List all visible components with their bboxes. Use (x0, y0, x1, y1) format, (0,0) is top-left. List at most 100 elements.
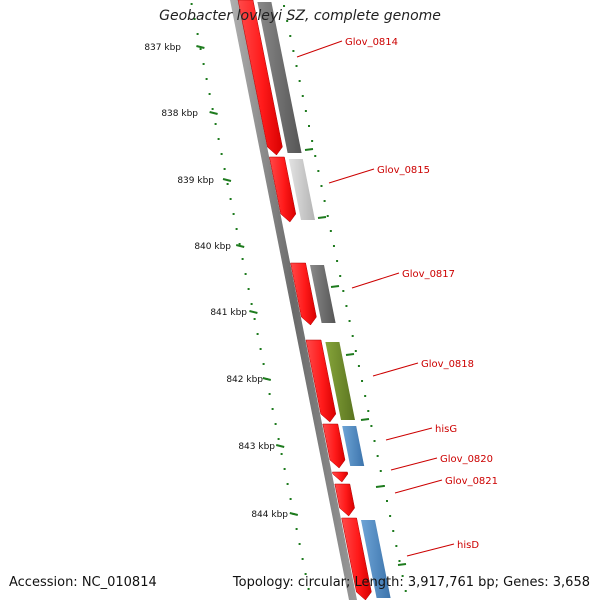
scale-dot (286, 483, 289, 485)
scale-dot (211, 108, 214, 110)
outer-tick (360, 418, 370, 421)
scale-dot (202, 63, 205, 65)
scale-tick (289, 512, 299, 516)
gene-features (237, 0, 391, 600)
outer-dot (336, 260, 339, 262)
outer-tick (317, 216, 327, 219)
scale-dot (235, 228, 238, 230)
outer-dot (404, 590, 407, 592)
scale-dot (304, 573, 307, 575)
outer-dot (389, 515, 392, 517)
scale-dot (193, 18, 196, 20)
outer-dot (292, 50, 295, 52)
scale-dot (307, 588, 310, 590)
gene-leader-line (390, 457, 438, 471)
gene-label: Glov_0815 (377, 165, 430, 176)
outer-dot (304, 110, 307, 112)
scale-tick (209, 111, 218, 115)
gene-label: Glov_0817 (402, 269, 455, 280)
outer-tick (304, 148, 314, 151)
scale-dot (199, 48, 202, 50)
map-title: Geobacter lovleyi SZ, complete genome (159, 8, 441, 24)
outer-tick (375, 485, 385, 488)
accession-text: Accession: NC_010814 (9, 575, 157, 590)
gene-labels: Glov_0814 Glov_0815 Glov_0817 Glov_0818 hisG… (296, 37, 498, 557)
outer-dot (348, 320, 351, 322)
scale-tick (196, 45, 205, 49)
outer-dot (289, 35, 292, 37)
gene-leader-line (406, 543, 455, 557)
outer-dot (401, 575, 404, 577)
scale-tick-label: 841 kbp (210, 308, 247, 318)
scale-dot (301, 558, 304, 560)
outer-dot (395, 545, 398, 547)
scale-dot (205, 78, 208, 80)
scale-dot (271, 408, 274, 410)
scale-tick-label: 838 kbp (161, 109, 198, 119)
cog-block (325, 342, 355, 420)
outer-dot (398, 560, 401, 562)
scale-tick (249, 310, 258, 314)
scale-dot (241, 258, 244, 260)
scale-dot (253, 318, 256, 320)
scale-tick (222, 178, 232, 182)
outer-dot (323, 200, 326, 202)
scale-ticks: 837 kbp 838 kbp 839 kbp 840 kbp 841 kbp 842 k… (144, 3, 310, 590)
scale-dot (295, 528, 298, 530)
scale-dot (238, 243, 241, 245)
outer-dot (326, 215, 329, 217)
cds-arrow (269, 156, 297, 223)
scale-dot (268, 393, 271, 395)
scale-dot (247, 288, 250, 290)
outer-dot (373, 440, 376, 442)
cog-block (310, 265, 336, 323)
scale-tick-label: 840 kbp (194, 242, 231, 252)
scale-dot (217, 138, 220, 140)
gene-leader-line (296, 40, 343, 58)
topology-info-text: Topology: circular; Length: 3,917,761 bp… (232, 575, 590, 590)
scale-dot (250, 303, 253, 305)
scale-dot (280, 453, 283, 455)
scale-dot (277, 438, 280, 440)
outer-dot (342, 290, 345, 292)
outer-dot (339, 275, 342, 277)
scale-tick (262, 377, 272, 381)
gene-label: Glov_0820 (440, 454, 493, 465)
outer-dot (314, 155, 317, 157)
outer-dot (354, 350, 357, 352)
outer-dot (386, 500, 388, 502)
outer-dot (367, 410, 370, 412)
cds-arrow (237, 0, 283, 156)
cds-arrow (334, 483, 355, 517)
outer-dot (301, 95, 304, 97)
scale-dot (244, 273, 247, 275)
cog-block (288, 159, 315, 220)
scale-dot (256, 333, 259, 335)
scale-dot (298, 543, 301, 545)
cog-block (257, 2, 302, 153)
outer-dot (392, 530, 395, 532)
outer-tick (330, 285, 340, 288)
cds-arrow (322, 423, 346, 469)
scale-dot (229, 198, 232, 200)
cds-arrow (341, 517, 372, 600)
gene-label: hisD (457, 540, 479, 551)
scale-tick-label: 843 kbp (238, 442, 275, 452)
scale-tick-label: 837 kbp (144, 43, 181, 53)
outer-dot (286, 20, 289, 22)
outer-dot (370, 425, 373, 427)
scale-dot (190, 3, 193, 5)
outer-dot (351, 335, 354, 337)
gene-leader-line (328, 168, 375, 184)
scale-dot (223, 168, 226, 170)
outer-dot (379, 470, 382, 472)
cds-arrow (290, 262, 317, 326)
gene-label: Glov_0821 (445, 476, 498, 487)
scale-tick-label: 839 kbp (177, 176, 214, 186)
gene-leader-line (372, 362, 419, 377)
outer-tick (397, 563, 407, 566)
outer-dot (332, 245, 335, 247)
gene-outer-ticks (283, 5, 407, 592)
gene-label: Glov_0818 (421, 359, 474, 370)
